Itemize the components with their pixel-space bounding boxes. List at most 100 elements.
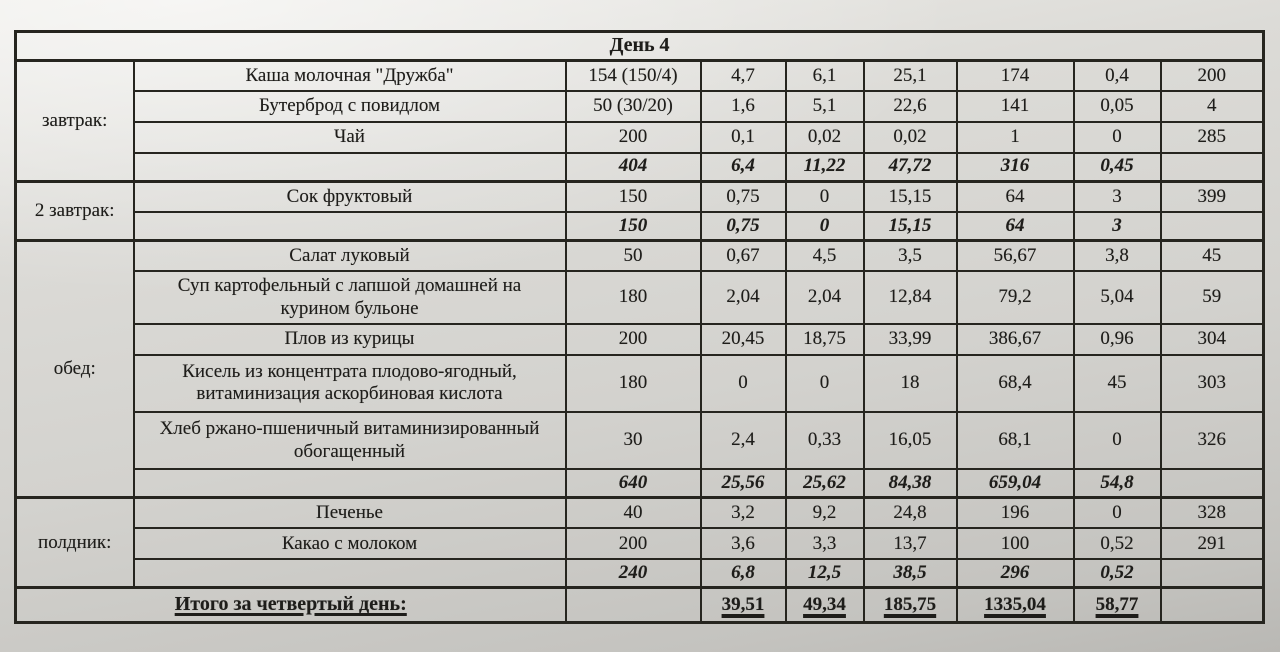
totals-value-cell: 54,8 xyxy=(1072,468,1162,499)
menu-row: Кисель из концентрата плодово-ягодный, в… xyxy=(16,353,1265,414)
value-cell: 3,2 xyxy=(699,496,787,530)
dish-cell: Плов из курицы xyxy=(132,323,567,356)
dish-cell: Бутерброд с повидлом xyxy=(132,90,567,123)
totals-value-cell: 150 xyxy=(564,210,702,242)
empty-dish-cell xyxy=(132,558,567,589)
grand-total-value-cell xyxy=(1159,586,1265,624)
value-cell: 174 xyxy=(955,59,1075,93)
dish-cell: Хлеб ржано-пшеничный витаминизированный … xyxy=(132,411,567,471)
value-cell: 3,6 xyxy=(699,527,787,561)
value-cell: 5,1 xyxy=(784,90,865,123)
dish-cell: Салат луковый xyxy=(132,238,567,273)
totals-value-cell: 6,4 xyxy=(699,151,787,183)
grand-total-value-cell xyxy=(564,586,702,624)
value-cell: 79,2 xyxy=(955,270,1075,326)
menu-row: Суп картофельный с лапшой домашней на ку… xyxy=(16,270,1265,326)
value-cell: 0,75 xyxy=(699,179,787,213)
value-cell: 3,8 xyxy=(1072,238,1162,273)
value-cell: 1 xyxy=(955,120,1075,154)
menu-row: Чай 200 0,1 0,02 0,02 1 0 285 xyxy=(16,120,1265,154)
value-cell: 303 xyxy=(1159,353,1265,414)
value-cell: 0,52 xyxy=(1072,527,1162,561)
value-cell: 386,67 xyxy=(955,323,1075,356)
value-cell: 2,04 xyxy=(699,270,787,326)
value-cell: 328 xyxy=(1159,496,1265,530)
grand-total-value-cell: 58,77 xyxy=(1072,586,1162,624)
empty-dish-cell xyxy=(132,468,567,499)
section-totals-row: 240 6,8 12,5 38,5 296 0,52 xyxy=(16,558,1265,589)
value-cell: 20,45 xyxy=(699,323,787,356)
value-cell: 3,5 xyxy=(862,238,958,273)
value-cell: 0,1 xyxy=(699,120,787,154)
dish-cell: Суп картофельный с лапшой домашней на ку… xyxy=(132,270,567,326)
value-cell: 0,02 xyxy=(784,120,865,154)
menu-row: полдник: Печенье 40 3,2 9,2 24,8 196 0 3… xyxy=(14,496,1265,589)
value-cell: 45 xyxy=(1159,238,1265,273)
value-cell: 4,5 xyxy=(784,238,865,273)
totals-value-cell: 240 xyxy=(564,558,702,589)
value-cell: 0 xyxy=(1072,496,1162,530)
value-cell: 200 xyxy=(564,120,702,154)
totals-value-cell: 25,56 xyxy=(699,468,787,499)
value-cell: 59 xyxy=(1159,270,1265,326)
value-cell: 3,3 xyxy=(784,527,865,561)
value-cell: 285 xyxy=(1159,120,1265,154)
totals-value-cell: 15,15 xyxy=(862,210,958,242)
meal-section-label: полдник: xyxy=(14,496,135,589)
section-totals-row: 150 0,75 0 15,15 64 3 xyxy=(16,210,1265,242)
grand-total-value-cell: 39,51 xyxy=(699,586,787,624)
section-totals-row: 640 25,56 25,62 84,38 659,04 54,8 xyxy=(16,468,1265,499)
totals-value-cell: 659,04 xyxy=(955,468,1075,499)
value-cell: 40 xyxy=(564,496,702,530)
value-cell: 5,04 xyxy=(1072,270,1162,326)
value-cell: 0,02 xyxy=(862,120,958,154)
value-cell: 64 xyxy=(955,179,1075,213)
value-cell: 100 xyxy=(955,527,1075,561)
empty-dish-cell xyxy=(132,210,567,242)
value-cell: 0 xyxy=(784,353,865,414)
grand-total-value-cell: 1335,04 xyxy=(955,586,1075,624)
totals-value-cell: 316 xyxy=(955,151,1075,183)
meal-section-label: завтрак: xyxy=(14,59,135,183)
value-cell: 3 xyxy=(1072,179,1162,213)
totals-value-cell: 11,22 xyxy=(784,151,865,183)
value-cell: 9,2 xyxy=(784,496,865,530)
value-cell: 304 xyxy=(1159,323,1265,356)
totals-value-cell: 47,72 xyxy=(862,151,958,183)
value-cell: 24,8 xyxy=(862,496,958,530)
value-cell: 326 xyxy=(1159,411,1265,471)
value-cell: 0,33 xyxy=(784,411,865,471)
totals-value-cell: 0 xyxy=(784,210,865,242)
value-cell: 399 xyxy=(1159,179,1265,213)
value-cell: 2,4 xyxy=(699,411,787,471)
value-cell: 0,4 xyxy=(1072,59,1162,93)
value-cell: 30 xyxy=(564,411,702,471)
value-cell: 33,99 xyxy=(862,323,958,356)
menu-row: 2 завтрак: Сок фруктовый 150 0,75 0 15,1… xyxy=(14,179,1265,242)
totals-value-cell: 0,45 xyxy=(1072,151,1162,183)
value-cell: 0 xyxy=(1072,411,1162,471)
value-cell: 2,04 xyxy=(784,270,865,326)
totals-value-cell xyxy=(1159,468,1265,499)
totals-value-cell xyxy=(1159,558,1265,589)
section-totals-row: 404 6,4 11,22 47,72 316 0,45 xyxy=(16,151,1265,183)
totals-value-cell: 404 xyxy=(564,151,702,183)
value-cell: 22,6 xyxy=(862,90,958,123)
value-cell: 12,84 xyxy=(862,270,958,326)
value-cell: 16,05 xyxy=(862,411,958,471)
value-cell: 18,75 xyxy=(784,323,865,356)
dish-cell: Печенье xyxy=(132,496,567,530)
value-cell: 6,1 xyxy=(784,59,865,93)
value-cell: 1,6 xyxy=(699,90,787,123)
value-cell: 68,1 xyxy=(955,411,1075,471)
dish-cell: Сок фруктовый xyxy=(132,179,567,213)
value-cell: 45 xyxy=(1072,353,1162,414)
value-cell: 200 xyxy=(1159,59,1265,93)
meal-section-label: 2 завтрак: xyxy=(14,179,135,242)
day-header-cell: День 4 xyxy=(14,30,1265,63)
menu-row: Бутерброд с повидлом 50 (30/20) 1,6 5,1 … xyxy=(16,90,1265,123)
grand-total-label: Итого за четвертый день: xyxy=(14,586,567,624)
totals-value-cell: 296 xyxy=(955,558,1075,589)
value-cell: 196 xyxy=(955,496,1075,530)
